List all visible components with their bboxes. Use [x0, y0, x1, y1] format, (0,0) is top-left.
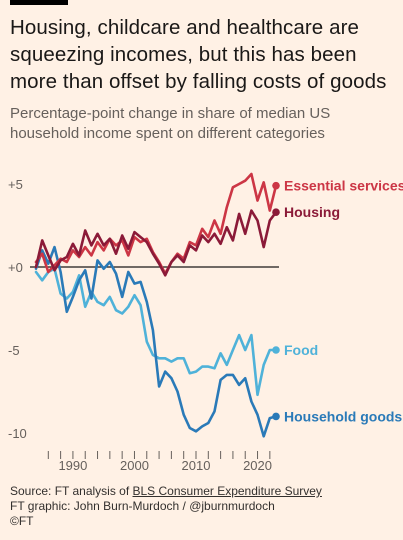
series-endpoint-food	[272, 346, 280, 354]
credit-line: FT graphic: John Burn-Murdoch / @jburnmu…	[10, 499, 275, 513]
series-line-food	[34, 267, 278, 397]
chart-title: Housing, childcare and healthcare are sq…	[10, 16, 387, 93]
series-label-food: Food	[284, 342, 318, 358]
series-endpoint-household-goods	[272, 412, 280, 421]
chart-subtitle: Percentage-point change in share of medi…	[10, 105, 331, 142]
copyright: ©FT	[10, 514, 34, 528]
y-tick-label: +5	[8, 177, 23, 192]
x-tick-label: 2020	[243, 458, 272, 473]
series-endpoint-essential-services	[272, 181, 280, 190]
series-label-household-goods: Household goods	[284, 408, 402, 424]
series-label-housing: Housing	[284, 204, 340, 220]
series-label-essential-services: Essential services	[284, 178, 403, 194]
x-tick-label: 1990	[58, 458, 87, 473]
chart-footer: Source: FT analysis of BLS Consumer Expe…	[10, 484, 400, 529]
series-line-household-goods	[34, 245, 278, 438]
y-tick-label: -10	[8, 426, 27, 441]
x-tick-label: 2010	[182, 458, 211, 473]
line-chart: +5 +0 -5 -10 1990 2000 2010 2020 Food Household g…	[8, 172, 403, 473]
series-endpoint-housing	[272, 208, 280, 217]
source-prefix: Source: FT analysis of	[10, 484, 133, 498]
brand-bar	[10, 0, 68, 5]
source-link[interactable]: BLS Consumer Expenditure Survey	[132, 484, 322, 498]
y-tick-label: +0	[8, 260, 23, 275]
y-tick-label: -5	[8, 343, 20, 358]
x-tick-label: 2000	[120, 458, 149, 473]
source-line: Source: FT analysis of BLS Consumer Expe…	[10, 484, 400, 499]
series-line-housing	[34, 209, 278, 277]
